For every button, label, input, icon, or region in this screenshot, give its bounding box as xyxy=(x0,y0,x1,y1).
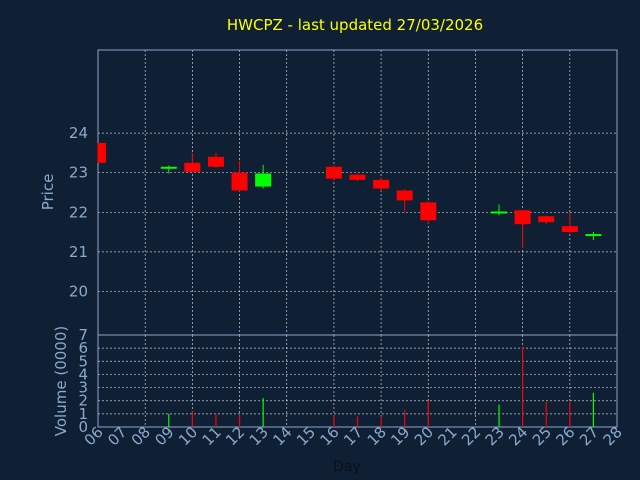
chart-title: HWCPZ - last updated 27/03/2026 xyxy=(227,16,483,34)
candle-body xyxy=(585,234,602,237)
x-tick-labels: 0607080910111213141516171819202122232425… xyxy=(81,423,626,449)
candle-body xyxy=(514,210,531,225)
volume-panel-frame xyxy=(97,334,618,428)
candle-body xyxy=(561,226,578,233)
candle-body xyxy=(231,172,248,191)
price-tick-label: 22 xyxy=(69,203,88,221)
candle-body xyxy=(184,162,201,172)
price-tick-labels: 20 21 22 23 24 xyxy=(69,124,88,300)
candle-body xyxy=(538,216,555,223)
volume-tick-label: 5 xyxy=(78,352,88,370)
y-axis-label: Price xyxy=(39,174,57,211)
candle-body xyxy=(255,173,272,187)
price-tick-label: 23 xyxy=(69,164,88,182)
volume-bars xyxy=(168,346,595,427)
price-tick-label: 20 xyxy=(69,282,88,300)
volume-axis-label: Volume (0000) xyxy=(52,326,70,436)
volume-grid xyxy=(98,335,617,427)
candle-body xyxy=(373,179,390,189)
candle-body xyxy=(349,174,366,180)
volume-tick-label: 6 xyxy=(78,339,88,357)
candles xyxy=(97,143,602,248)
volume-tick-label: 0 xyxy=(78,418,88,436)
candle-body xyxy=(396,190,413,201)
volume-tick-label: 4 xyxy=(78,365,88,383)
x-axis-label: Day xyxy=(333,459,361,475)
volume-tick-label: 3 xyxy=(78,379,88,397)
volume-tick-label: 7 xyxy=(78,326,88,344)
price-panel-frame xyxy=(97,49,618,336)
candle-body xyxy=(420,202,437,221)
price-grid xyxy=(98,50,617,335)
price-tick-label: 21 xyxy=(69,243,88,261)
volume-tick-label: 2 xyxy=(78,392,88,410)
candle-body xyxy=(98,143,106,163)
candle-body xyxy=(491,211,508,214)
candle-body xyxy=(207,156,224,167)
candle-body xyxy=(325,166,342,179)
price-tick-label: 24 xyxy=(69,124,88,142)
volume-tick-label: 1 xyxy=(78,405,88,423)
candle-body xyxy=(160,166,177,169)
